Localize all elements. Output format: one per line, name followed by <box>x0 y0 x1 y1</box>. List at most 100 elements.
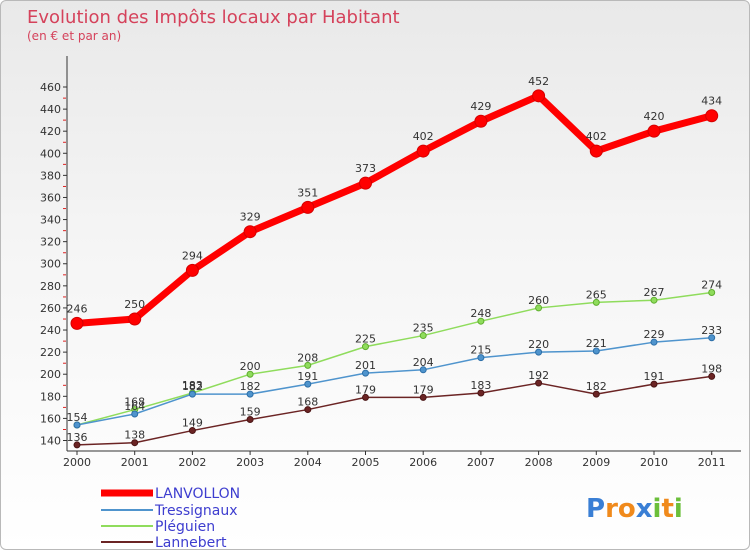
data-label: 204 <box>413 356 434 369</box>
data-label: 351 <box>297 186 318 199</box>
series-line-pleguien <box>76 291 712 426</box>
data-label: 260 <box>528 294 549 307</box>
x-tick-label: 2005 <box>352 456 380 469</box>
data-label: 248 <box>470 307 491 320</box>
data-label: 267 <box>644 286 665 299</box>
brand-wordmark: Proxiti <box>586 494 683 524</box>
chart-title: Evolution des Impôts locaux par Habitant <box>27 7 400 28</box>
data-point-lanvollon <box>301 200 315 214</box>
data-label: 179 <box>355 383 376 396</box>
brand-letter: i <box>653 494 662 524</box>
x-tick-label: 2009 <box>582 456 610 469</box>
data-label: 200 <box>240 360 261 373</box>
brand-letter: P <box>586 494 605 524</box>
data-point-tressignaux <box>708 334 716 342</box>
data-point-lanvollon <box>474 114 488 128</box>
data-label: 235 <box>413 322 434 335</box>
data-point-lannebert <box>188 427 196 435</box>
data-label: 191 <box>297 370 318 383</box>
data-point-lannebert <box>304 406 312 414</box>
data-label: 201 <box>355 359 376 372</box>
data-point-lannebert <box>650 380 658 388</box>
data-label: 208 <box>297 351 318 364</box>
y-tick-label: 240 <box>40 324 61 337</box>
y-tick-label: 180 <box>40 390 61 403</box>
data-label: 434 <box>701 95 722 108</box>
x-tick-label: 2001 <box>121 456 149 469</box>
y-tick-label: 460 <box>40 81 61 94</box>
y-tick-label: 220 <box>40 346 61 359</box>
series-layer <box>70 89 719 449</box>
data-label: 221 <box>586 337 607 350</box>
data-label: 220 <box>528 338 549 351</box>
x-tick-label: 2004 <box>294 456 322 469</box>
data-label: 136 <box>67 431 88 444</box>
data-label: 168 <box>124 396 145 409</box>
data-point-tressignaux <box>246 390 254 398</box>
y-tick-label: 140 <box>40 435 61 448</box>
y-tick-label: 360 <box>40 191 61 204</box>
data-label: 215 <box>470 344 491 357</box>
data-point-tressignaux <box>188 390 196 398</box>
data-point-lanvollon <box>185 263 199 277</box>
chart-subtitle: (en € et par an) <box>27 29 121 43</box>
brand-letter: o <box>618 494 636 524</box>
data-label: 198 <box>701 362 722 375</box>
data-point-tressignaux <box>362 369 369 377</box>
y-tick-label: 380 <box>40 169 61 182</box>
data-label: 229 <box>644 328 665 341</box>
x-tick-label: 2002 <box>178 456 206 469</box>
series-pleguien <box>73 288 716 429</box>
data-point-tressignaux <box>304 380 312 388</box>
x-tick-label: 2011 <box>698 456 726 469</box>
data-point-pleguien <box>362 343 369 351</box>
x-tick-label: 2007 <box>467 456 495 469</box>
data-label: 182 <box>182 380 203 393</box>
data-point-lanvollon <box>359 176 372 190</box>
data-label: 179 <box>413 383 434 396</box>
data-label: 164 <box>124 400 145 413</box>
brand-logo: Proxiti <box>586 494 683 524</box>
data-label: 274 <box>701 278 722 291</box>
y-tick-label: 320 <box>40 236 61 249</box>
data-label: 225 <box>355 333 376 346</box>
series-tressignaux <box>73 334 716 429</box>
data-point-lanvollon <box>647 124 661 138</box>
series-line-lanvollon <box>76 92 713 327</box>
data-label: 402 <box>586 130 607 143</box>
data-point-pleguien <box>477 317 485 325</box>
data-point-lanvollon <box>416 144 430 158</box>
data-point-lanvollon <box>243 225 257 239</box>
y-tick-label: 200 <box>40 368 61 381</box>
data-label: 265 <box>586 288 607 301</box>
series-lanvollon <box>70 89 719 330</box>
data-point-lannebert <box>131 439 139 447</box>
brand-letter: t <box>661 494 673 524</box>
data-label: 183 <box>182 379 203 392</box>
data-label: 138 <box>124 429 145 442</box>
y-tick-label: 280 <box>40 280 61 293</box>
y-tick-label: 260 <box>40 302 61 315</box>
data-point-tressignaux <box>650 338 658 346</box>
data-point-tressignaux <box>419 366 427 374</box>
legend-label: Tressignaux <box>154 503 238 519</box>
data-point-tressignaux <box>73 421 81 429</box>
data-label: 168 <box>297 396 318 409</box>
data-label: 191 <box>644 370 665 383</box>
x-tick-label: 2000 <box>63 456 91 469</box>
data-point-tressignaux <box>592 347 600 355</box>
data-point-lannebert <box>592 390 600 398</box>
brand-letter: i <box>674 494 683 524</box>
data-label: 329 <box>240 211 261 224</box>
axes: 140 160 180 200 220 240 260 280 300 320 340 360 380 4… <box>40 56 741 469</box>
data-point-lannebert <box>362 393 369 401</box>
data-label: 233 <box>701 324 722 337</box>
brand-letter: x <box>636 494 653 524</box>
data-point-pleguien <box>304 361 312 369</box>
data-point-pleguien <box>419 332 427 340</box>
data-label: 149 <box>182 417 203 430</box>
y-tick-label: 440 <box>40 103 61 116</box>
x-tick-label: 2006 <box>409 456 437 469</box>
data-point-lannebert <box>246 416 254 424</box>
